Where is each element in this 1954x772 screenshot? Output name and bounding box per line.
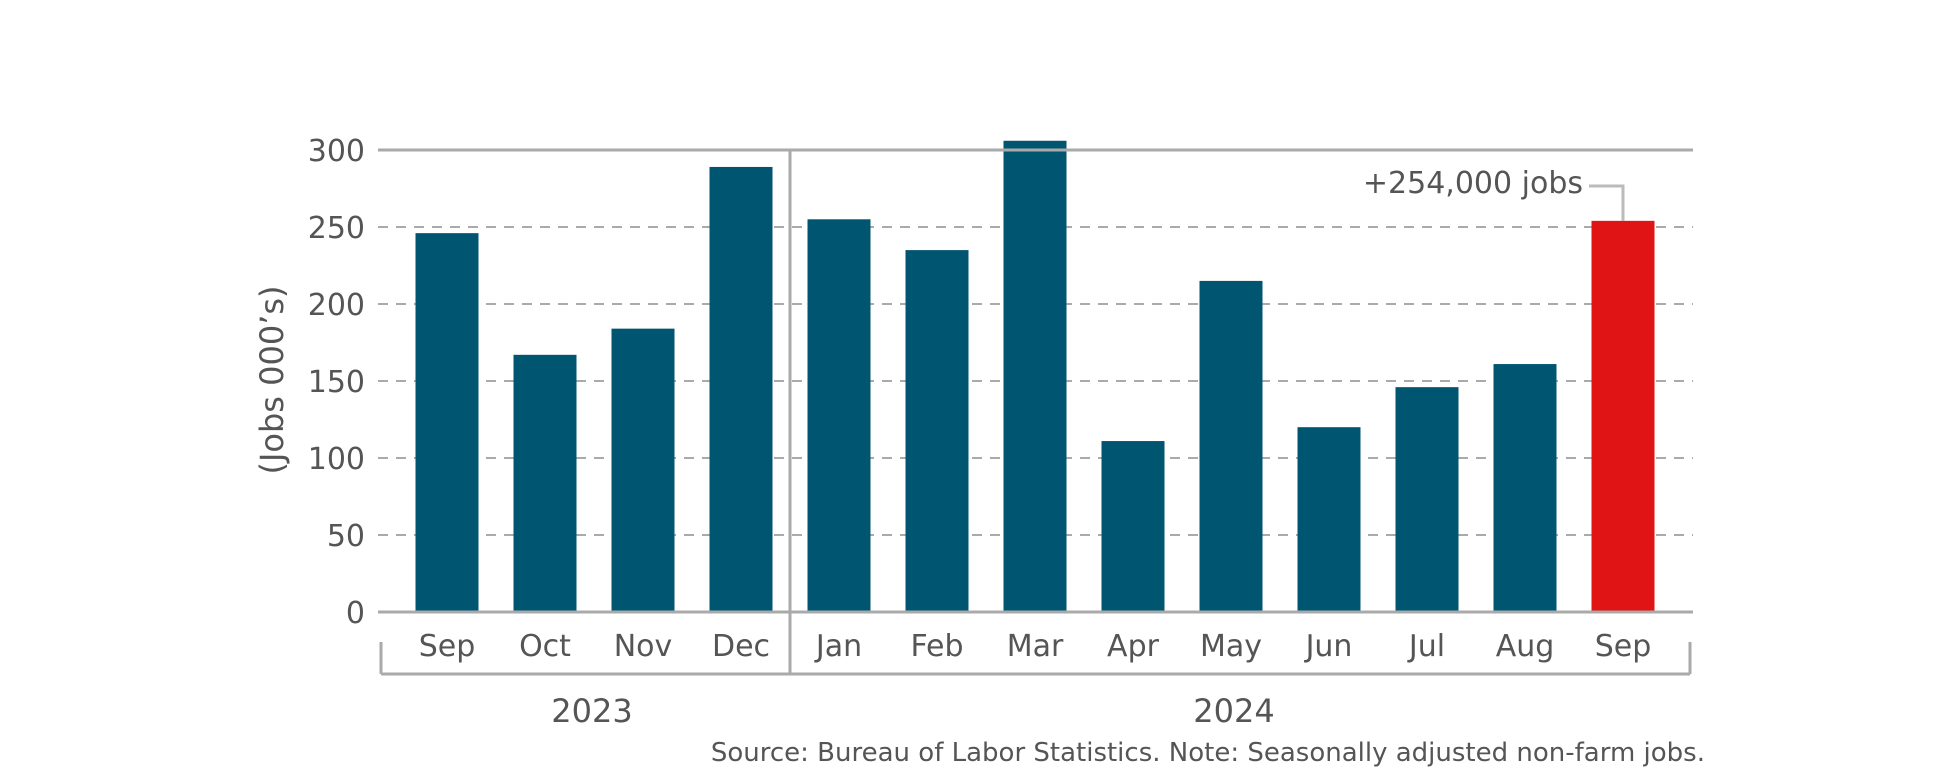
x-tick-label: Jun: [1304, 629, 1353, 664]
x-tick-label: Mar: [1007, 629, 1064, 664]
y-tick-label: 50: [327, 519, 365, 554]
y-tick-label: 250: [308, 211, 365, 246]
x-tick-label: Sep: [1595, 629, 1652, 664]
bar-jul-10: [1395, 387, 1459, 612]
bar-oct-1: [513, 354, 577, 612]
x-tick-label: Jan: [814, 629, 862, 664]
x-tick-label: May: [1200, 629, 1262, 664]
bar-sep-12: [1591, 220, 1655, 612]
y-tick-label: 150: [308, 365, 365, 400]
x-tick-label: Oct: [519, 629, 571, 664]
x-tick-label: Dec: [712, 629, 770, 664]
bar-nov-2: [611, 328, 675, 612]
y-tick-labels: 0 50 100 150 200 250 300: [308, 134, 365, 631]
axes: [378, 148, 1693, 676]
bar-may-8: [1199, 280, 1263, 612]
bar-sep-0: [415, 233, 479, 612]
bar-jun-9: [1297, 427, 1361, 612]
y-tick-label: 300: [308, 134, 365, 169]
category-labels: Sep Oct Nov Dec Jan Feb Mar Apr May Jun Jul Aug Sep: [419, 629, 1652, 664]
annotation-leader-line: [1589, 184, 1625, 221]
y-tick-label: 100: [308, 442, 365, 477]
annotation: +254,000 jobs: [1363, 166, 1625, 221]
x-tick-label: Jul: [1407, 629, 1445, 664]
bars: [415, 140, 1655, 613]
group-label-2024: 2024: [1193, 692, 1274, 730]
y-axis-title: (Jobs 000’s): [253, 285, 291, 474]
x-tick-label: Nov: [614, 629, 673, 664]
x-tick-label: Apr: [1107, 629, 1160, 664]
source-note: Source: Bureau of Labor Statistics. Note…: [711, 738, 1705, 768]
annotation-label: +254,000 jobs: [1363, 166, 1583, 201]
bar-aug-11: [1493, 364, 1557, 612]
bar-jan-4: [807, 219, 871, 613]
bar-feb-5: [905, 250, 969, 612]
bar-dec-3: [709, 166, 773, 612]
year-group-labels: 2023 2024: [551, 692, 1274, 730]
x-tick-label: Aug: [1496, 629, 1555, 664]
x-tick-label: Sep: [419, 629, 476, 664]
bar-apr-7: [1101, 441, 1165, 612]
y-tick-label: 200: [308, 288, 365, 323]
bar-mar-6: [1003, 140, 1067, 612]
y-tick-label: 0: [346, 596, 365, 631]
x-tick-label: Feb: [910, 629, 963, 664]
group-label-2023: 2023: [551, 692, 632, 730]
